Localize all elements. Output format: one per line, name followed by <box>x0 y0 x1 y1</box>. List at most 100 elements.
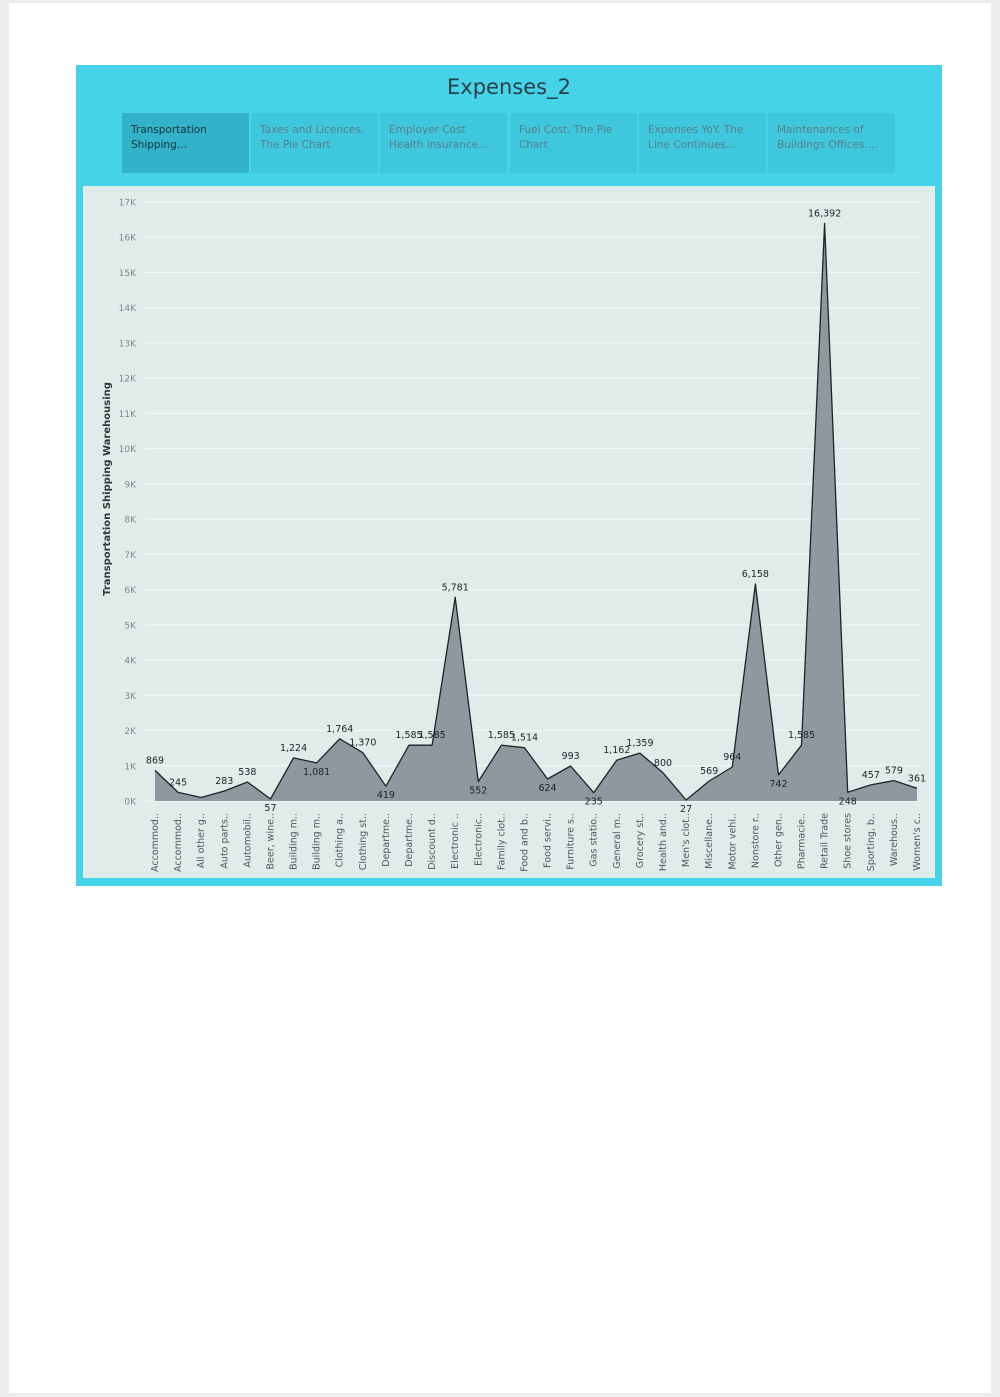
data-label: 1,764 <box>326 724 353 735</box>
tab-taxes-licences[interactable]: Taxes and Licences. The Pie Chart <box>251 113 378 173</box>
data-label: 27 <box>680 804 692 815</box>
tab-label: Expenses YoY. The Line Continues Chart <box>648 124 744 151</box>
x-tick-label: Auto parts.. <box>219 813 230 869</box>
y-tick-label: 2K <box>124 727 137 737</box>
x-tick-label: Miscellane.. <box>704 813 715 869</box>
tab-label: Maintenances of Buildings Offices. The .… <box>777 124 868 151</box>
data-label: 235 <box>585 797 603 808</box>
y-tick-label: 3K <box>124 692 137 702</box>
x-tick-label: Grocery st.. <box>635 813 646 868</box>
data-label: 1,370 <box>349 738 376 749</box>
y-tick-label: 0K <box>124 798 137 808</box>
x-tick-label: Electronic .. <box>450 813 461 869</box>
data-label: 1,585 <box>488 730 515 741</box>
data-label: 1,585 <box>788 730 815 741</box>
x-tick-label: Electronic.. <box>473 813 484 866</box>
tab-fuel-cost[interactable]: Fuel Cost. The Pie Chart <box>510 113 637 173</box>
tab-label: Employer Cost Health insurance and Emplo… <box>389 124 479 151</box>
data-label: 1,585 <box>395 730 422 741</box>
y-axis-ticks: 0K 1K 2K 3K 4K 5K 6K 7K 8K 9K 10K 11K 12K 13K 14K 15K 16… <box>119 199 137 808</box>
y-tick-label: 15K <box>119 269 137 279</box>
x-tick-label: Motor vehi.. <box>727 813 738 870</box>
data-label: 1,081 <box>303 767 330 778</box>
data-label: 1,359 <box>626 738 653 749</box>
data-label: 5,781 <box>442 582 469 593</box>
data-label: 869 <box>146 755 164 766</box>
data-labels: 869 245 283 538 57 1,224 1,081 1,764 1,370 419 1,5… <box>146 208 926 815</box>
x-tick-label: Automobil.. <box>242 813 253 867</box>
data-label: 1,514 <box>511 733 538 744</box>
tab-employer-cost[interactable]: Employer Cost Health insurance and Emplo… <box>380 113 507 173</box>
y-tick-label: 10K <box>119 445 137 455</box>
data-label: 579 <box>885 766 903 777</box>
data-label: 57 <box>264 803 276 814</box>
x-tick-label: Food and b.. <box>520 813 531 872</box>
data-label: 624 <box>538 783 556 794</box>
y-tick-label: 13K <box>119 339 137 349</box>
tab-label: Taxes and Licences. The Pie Chart <box>260 124 365 151</box>
y-tick-label: 5K <box>124 621 137 631</box>
tab-transportation[interactable]: Transportation Shipping Warehousin.. <box>122 113 249 173</box>
x-tick-label: Other gen.. <box>774 813 785 867</box>
x-tick-label: Building m.. <box>289 813 300 870</box>
area-chart: 0K 1K 2K 3K 4K 5K 6K 7K 8K 9K 10K 11K 12K 13K 14K 15K 16… <box>102 199 926 872</box>
x-tick-label: Accommod.. <box>173 813 184 872</box>
data-label: 248 <box>839 796 857 807</box>
data-label: 742 <box>769 779 787 790</box>
data-label: 800 <box>654 758 672 769</box>
chart-panel: 0K 1K 2K 3K 4K 5K 6K 7K 8K 9K 10K 11K 12K 13K 14K 15K 16… <box>83 186 935 878</box>
x-tick-label: Departme.. <box>381 813 392 867</box>
tab-maintenances[interactable]: Maintenances of Buildings Offices. The .… <box>768 113 895 173</box>
x-tick-label: Shoe stores <box>843 813 854 869</box>
y-tick-label: 12K <box>119 375 137 385</box>
y-tick-label: 7K <box>124 551 137 561</box>
y-tick-label: 8K <box>124 516 137 526</box>
data-label: 457 <box>862 770 880 781</box>
x-tick-label: Accommod.. <box>150 813 161 872</box>
x-tick-label: All other g.. <box>196 813 207 868</box>
x-tick-label: Furniture s.. <box>566 813 577 870</box>
data-label: 1,585 <box>418 730 445 741</box>
x-tick-label: Clothing st.. <box>358 813 369 870</box>
dashboard: Expenses_2 Transportation Shipping Wareh… <box>76 65 942 886</box>
x-tick-label: Gas statio.. <box>589 813 600 867</box>
data-label: 6,158 <box>742 569 769 580</box>
data-label: 993 <box>562 751 580 762</box>
y-tick-label: 17K <box>119 199 137 209</box>
x-tick-label: Family clot.. <box>496 813 507 870</box>
tab-label: Transportation Shipping Warehousin.. <box>131 124 207 151</box>
tab-expenses-yoy[interactable]: Expenses YoY. The Line Continues Chart <box>639 113 766 173</box>
dashboard-title: Expenses_2 <box>447 75 571 99</box>
x-axis-ticks: Accommod.. Accommod.. All other g.. Auto pa… <box>150 813 923 872</box>
data-label: 538 <box>238 767 256 778</box>
x-tick-label: Pharmacie.. <box>797 813 808 869</box>
x-tick-label: Women's c.. <box>912 813 923 871</box>
data-label: 283 <box>215 776 233 787</box>
y-tick-label: 1K <box>124 762 137 772</box>
x-tick-label: Building m.. <box>312 813 323 870</box>
x-tick-label: Warehous.. <box>889 813 900 866</box>
data-label: 16,392 <box>808 208 841 219</box>
y-tick-label: 11K <box>119 410 137 420</box>
x-tick-label: Sporting, b.. <box>866 813 877 871</box>
page: Expenses_2 Transportation Shipping Wareh… <box>9 3 991 1393</box>
x-tick-label: Retail Trade <box>820 813 831 869</box>
tab-label: Fuel Cost. The Pie Chart <box>519 124 613 151</box>
x-tick-label: Health and.. <box>658 813 669 871</box>
x-tick-label: Men's clot.. <box>681 813 692 867</box>
x-tick-label: Food servi.. <box>543 813 554 868</box>
x-tick-label: General m.. <box>612 813 623 869</box>
data-label: 1,224 <box>280 743 307 754</box>
y-tick-label: 14K <box>119 304 137 314</box>
y-tick-label: 6K <box>124 586 137 596</box>
area-series <box>155 223 917 801</box>
x-tick-label: Nonstore r.. <box>750 813 761 868</box>
data-label: 552 <box>469 786 487 797</box>
data-label: 245 <box>169 777 187 788</box>
y-tick-label: 9K <box>124 480 137 490</box>
x-tick-label: Beer, wine.. <box>266 813 277 869</box>
data-label: 1,162 <box>603 745 630 756</box>
x-tick-label: Discount d.. <box>427 813 438 870</box>
data-label: 419 <box>377 790 395 801</box>
y-tick-label: 16K <box>119 234 137 244</box>
